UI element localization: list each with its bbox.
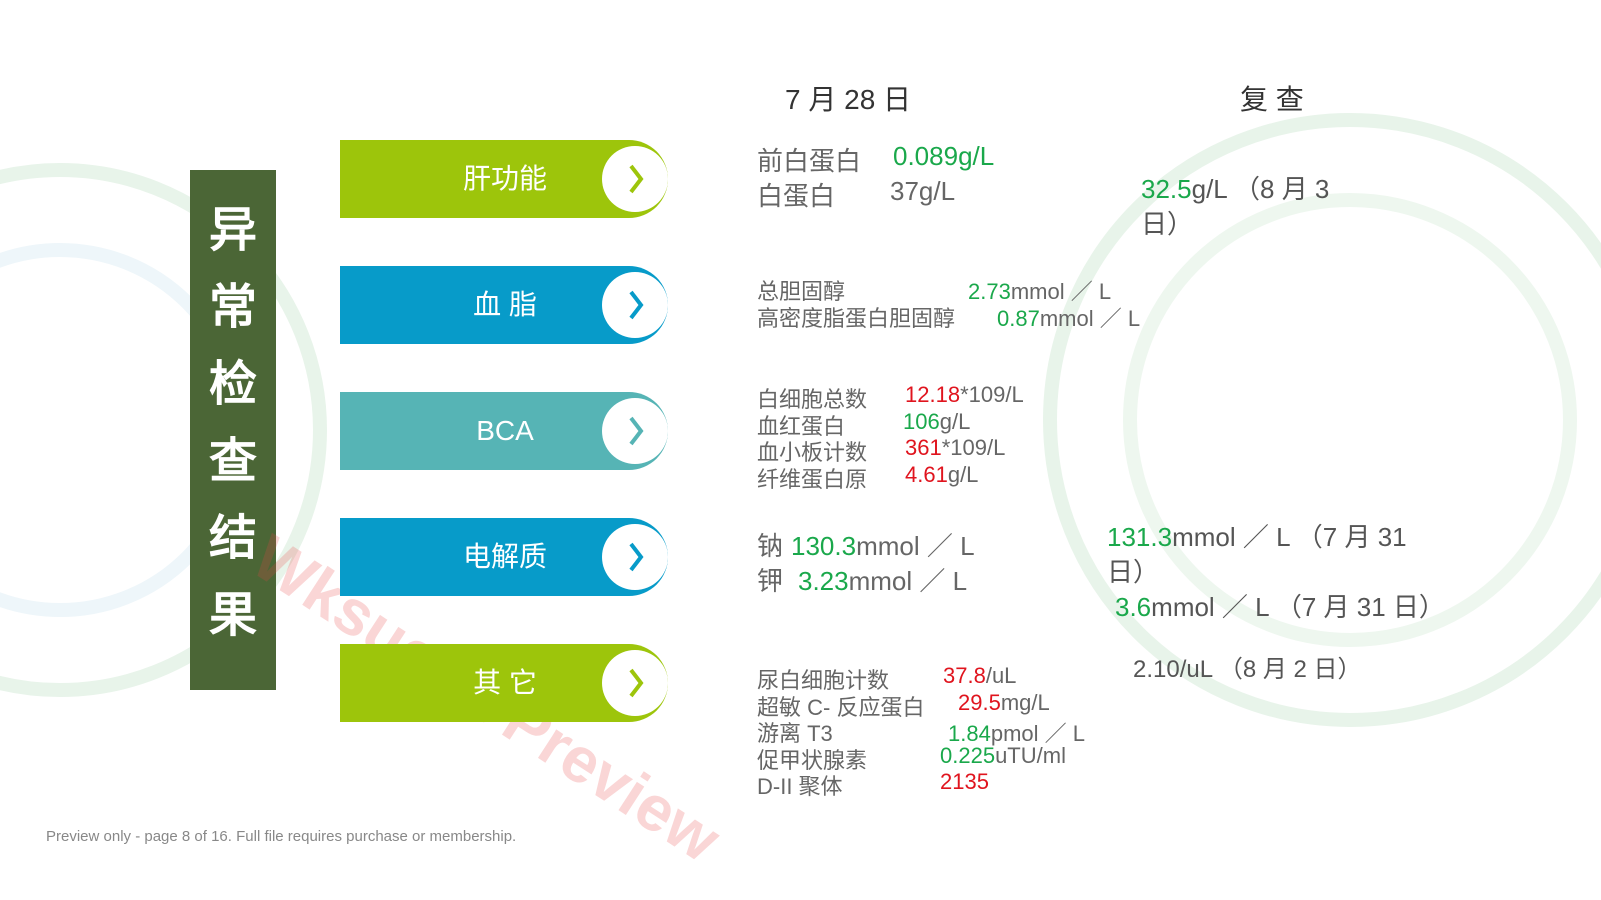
result-value: 2135 bbox=[940, 769, 989, 795]
result-value: 0.87mmol ／ L bbox=[997, 301, 1140, 333]
result-label: 血小板计数 bbox=[757, 439, 868, 465]
arrow-icon bbox=[602, 398, 668, 464]
category-label: BCA bbox=[476, 415, 534, 446]
side-title: 异常检查结果 bbox=[209, 204, 258, 642]
result-label: 游离 T3 bbox=[757, 720, 833, 746]
value: 0.87 bbox=[997, 305, 1040, 331]
result-label: 前白蛋白 bbox=[757, 146, 862, 177]
result-value: 0.225uTU/ml bbox=[940, 743, 1066, 769]
result-label: 血红蛋白 bbox=[757, 413, 846, 439]
result-label: 超敏 C- 反应蛋白 bbox=[757, 694, 925, 720]
value: 361 bbox=[905, 434, 942, 460]
unit: mmol ／ L bbox=[1039, 305, 1141, 331]
date-header: 7 月 28 日 bbox=[785, 84, 912, 115]
value: 106 bbox=[903, 408, 940, 434]
arrow-icon bbox=[602, 650, 668, 716]
value: 4.61 bbox=[905, 461, 948, 487]
value: 37.8 bbox=[943, 662, 986, 688]
result-value: 3.23mmol ／ L bbox=[798, 561, 967, 598]
result-label: 钠 bbox=[757, 531, 784, 562]
unit: mg/L bbox=[1000, 689, 1050, 715]
result-value: 130.3mmol ／ L bbox=[791, 526, 975, 563]
unit: g/L bbox=[939, 408, 971, 434]
result-label: D-II 聚体 bbox=[757, 773, 843, 799]
value: 32.5 bbox=[1141, 174, 1192, 204]
result-label: 总胆固醇 bbox=[757, 278, 846, 304]
result-value: 2.73mmol ／ L bbox=[968, 274, 1111, 306]
value: 37g/L bbox=[890, 176, 956, 207]
result-value: 106g/L bbox=[903, 409, 970, 435]
value: 131.3 bbox=[1107, 522, 1173, 552]
category-button[interactable]: 电解质 bbox=[340, 518, 668, 596]
unit: *109/L bbox=[941, 434, 1006, 460]
arrow-icon bbox=[602, 272, 668, 338]
result-value: 1.84pmol ／ L bbox=[948, 716, 1085, 748]
value: 2.10 bbox=[1133, 656, 1180, 683]
recheck-result: 131.3mmol ／ L （7 月 31 日） bbox=[1107, 520, 1417, 590]
category-button[interactable]: 血 脂 bbox=[340, 266, 668, 344]
category-label: 其 它 bbox=[473, 667, 537, 698]
result-label: 钾 bbox=[757, 566, 784, 597]
unit: /uL bbox=[985, 662, 1017, 688]
result-label: 尿白细胞计数 bbox=[757, 667, 890, 693]
unit: mmol ／ L bbox=[1010, 278, 1112, 304]
category-button[interactable]: BCA bbox=[340, 392, 668, 470]
result-label: 白细胞总数 bbox=[757, 386, 868, 412]
value: 12.18 bbox=[905, 381, 961, 407]
value: 3.6 bbox=[1115, 592, 1152, 622]
result-value: 37.8/uL bbox=[943, 663, 1016, 689]
unit: pmol ／ L bbox=[990, 720, 1085, 746]
recheck-result: 32.5g/L （8 月 3 日） bbox=[1141, 172, 1371, 242]
value: 3.23 bbox=[798, 566, 849, 597]
recheck-result: 2.10/uL （8 月 2 日） bbox=[1133, 653, 1453, 686]
value: 1.84 bbox=[948, 720, 991, 746]
result-value: 37g/L bbox=[890, 176, 955, 207]
unit: mmol ／ L bbox=[848, 566, 968, 597]
value: 2.73 bbox=[968, 278, 1011, 304]
side-title-bar: 异常检查结果 bbox=[190, 170, 276, 690]
unit: mmol ／ L （7 月 31 日） bbox=[1151, 592, 1445, 622]
result-value: 0.089g/L bbox=[893, 141, 994, 172]
unit: mmol ／ L （7 月 31 日） bbox=[1107, 522, 1407, 587]
result-value: 29.5mg/L bbox=[958, 690, 1050, 716]
category-label: 血 脂 bbox=[473, 289, 537, 320]
unit: g/L （8 月 3 日） bbox=[1141, 174, 1330, 239]
recheck-header: 复 查 bbox=[1240, 84, 1304, 115]
result-label: 高密度脂蛋白胆固醇 bbox=[757, 305, 956, 331]
result-label: 促甲状腺素 bbox=[757, 747, 868, 773]
value: 29.5 bbox=[958, 689, 1001, 715]
arrow-icon bbox=[602, 146, 668, 212]
value: 0.089g/L bbox=[893, 141, 995, 172]
category-button[interactable]: 其 它 bbox=[340, 644, 668, 722]
value: 0.225 bbox=[940, 742, 996, 768]
recheck-result: 3.6mmol ／ L （7 月 31 日） bbox=[1115, 590, 1445, 625]
result-value: 361*109/L bbox=[905, 435, 1005, 461]
unit: *109/L bbox=[960, 381, 1024, 407]
result-label: 白蛋白 bbox=[757, 181, 836, 212]
value: 2135 bbox=[940, 768, 989, 794]
unit: mmol ／ L bbox=[856, 531, 975, 562]
category-label: 肝功能 bbox=[462, 163, 547, 194]
unit: uTU/ml bbox=[995, 742, 1066, 768]
result-label: 纤维蛋白原 bbox=[757, 466, 868, 492]
footer: Preview only - page 8 of 16. Full file r… bbox=[46, 828, 517, 845]
result-value: 12.18*109/L bbox=[905, 382, 1024, 408]
arrow-icon bbox=[602, 524, 668, 590]
category-button[interactable]: 肝功能 bbox=[340, 140, 668, 218]
value: 130.3 bbox=[791, 531, 857, 562]
unit: g/L bbox=[947, 461, 979, 487]
category-label: 电解质 bbox=[462, 541, 547, 572]
result-value: 4.61g/L bbox=[905, 462, 978, 488]
unit: /uL （8 月 2 日） bbox=[1179, 656, 1362, 683]
